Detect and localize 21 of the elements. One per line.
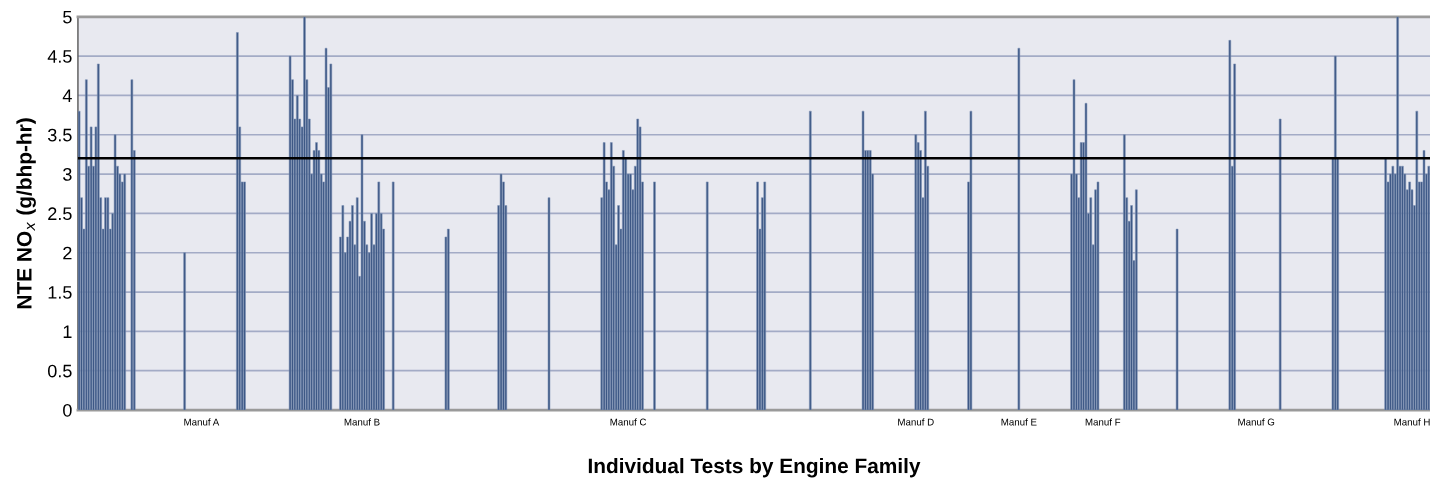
x-tick-label: Manuf E	[1001, 418, 1037, 426]
y-tick-label: 4	[62, 89, 72, 102]
x-tick-label: Manuf B	[344, 418, 380, 426]
x-tick-label: Manuf G	[1238, 418, 1275, 426]
y-tick-label: 2	[63, 246, 72, 260]
x-axis-title: Individual Tests by Engine Family	[588, 457, 921, 478]
y-tick-label: 4.5	[47, 50, 72, 63]
x-tick-label: Manuf C	[610, 418, 647, 426]
y-tick-label: 3	[63, 168, 72, 181]
y-tick-label: 2.5	[48, 207, 72, 221]
x-tick-label: Manuf D	[898, 418, 934, 426]
y-tick-label: 3.5	[47, 128, 72, 142]
x-tick-label: Manuf A	[184, 418, 220, 426]
y-tick-label: 0	[63, 403, 72, 417]
y-tick-label: 1.5	[48, 286, 72, 299]
y-tick-label: 0.5	[47, 364, 72, 378]
y-tick-label: 1	[63, 325, 72, 338]
y-axis-title: NTE NO$_{x}$ (g/bhp-hr)	[16, 118, 36, 309]
x-tick-label: Manuf H	[1394, 418, 1430, 426]
y-tick-label: 5	[63, 10, 72, 24]
x-tick-label: Manuf F	[1085, 418, 1121, 426]
